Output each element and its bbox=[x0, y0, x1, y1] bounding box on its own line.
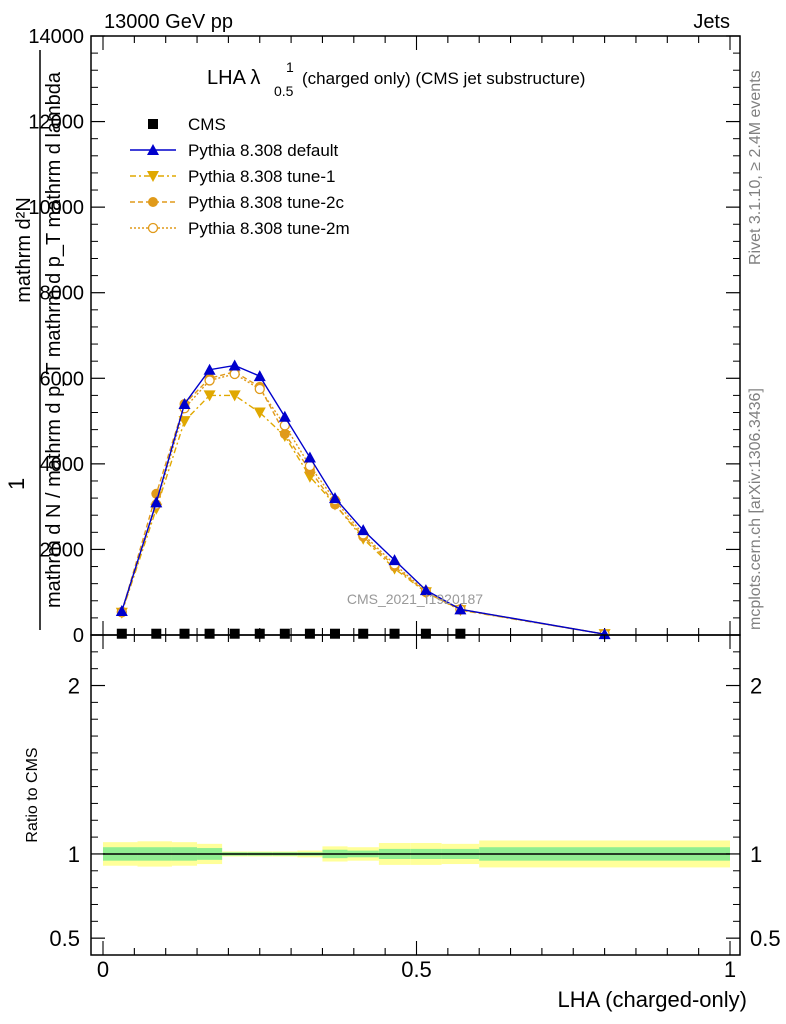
legend-marker bbox=[148, 197, 158, 207]
data-point-pythia-8-308-default bbox=[278, 410, 291, 422]
legend-entry-pythia-8-308-tune-2c: Pythia 8.308 tune-2c bbox=[130, 193, 344, 212]
data-point-pythia-8-308-default bbox=[598, 628, 611, 640]
main-ytick-label: 6000 bbox=[40, 368, 85, 390]
ratio-ytick-label: 1 bbox=[68, 842, 80, 867]
title-rest: (charged only) (CMS jet substructure) bbox=[302, 69, 585, 88]
ratio-ylabel: Ratio to CMS bbox=[24, 747, 41, 842]
ylabel-left-factor: 1 bbox=[4, 478, 29, 490]
main-ytick-label: 12000 bbox=[28, 112, 84, 134]
data-point-pythia-8-308-tune-1 bbox=[203, 390, 216, 402]
data-point-pythia-8-308-default bbox=[454, 603, 467, 615]
data-point-cms bbox=[151, 628, 162, 639]
data-point-cms bbox=[229, 628, 240, 639]
data-point-pythia-8-308-tune-2m bbox=[254, 383, 265, 395]
data-point-cms bbox=[179, 628, 190, 639]
legend-entry-pythia-8-308-tune-2m: Pythia 8.308 tune-2m bbox=[130, 219, 350, 238]
legend-marker bbox=[147, 171, 159, 182]
data-point-pythia-8-308-default bbox=[228, 359, 241, 371]
data-point-pythia-8-308-tune-2c bbox=[279, 428, 290, 439]
main-ylabel: mathrm d²N mathrm d N / mathrm d p_T mat… bbox=[13, 50, 65, 630]
ratio-ytick-label: 2 bbox=[68, 674, 80, 699]
data-point-cms bbox=[304, 628, 315, 639]
data-point-pythia-8-308-default bbox=[357, 524, 370, 536]
ratio-panel-frame bbox=[90, 634, 741, 956]
ratio-axes: 0.5 0.5 1 1 2 2 0 0.5 1 bbox=[49, 635, 781, 982]
legend-label: Pythia 8.308 tune-1 bbox=[188, 167, 335, 186]
data-point-cms bbox=[455, 628, 466, 639]
data-point-cms bbox=[279, 628, 290, 639]
main-ytick-label: 14000 bbox=[28, 26, 84, 48]
legend-entry-pythia-8-308-tune-1: Pythia 8.308 tune-1 bbox=[130, 167, 335, 186]
main-ytick-label: 10000 bbox=[28, 197, 84, 219]
data-point-cms bbox=[420, 628, 431, 639]
title-sub: 0.5 bbox=[274, 83, 294, 99]
ratio-xtick-label: 0 bbox=[97, 957, 109, 982]
main-ytick-label: 8000 bbox=[40, 283, 85, 305]
legend-label: Pythia 8.308 tune-2c bbox=[188, 193, 344, 212]
series-pythia-8-308-default bbox=[115, 359, 611, 640]
data-point-cms bbox=[389, 628, 400, 639]
main-ytick-label: 2000 bbox=[40, 539, 85, 561]
legend-label: Pythia 8.308 tune-2m bbox=[188, 219, 350, 238]
ratio-bands bbox=[103, 840, 730, 868]
header-right: Jets bbox=[693, 11, 730, 33]
chart-title: LHA λ 1 0.5 (charged only) (CMS jet subs… bbox=[207, 59, 585, 99]
data-point-pythia-8-308-default bbox=[419, 584, 432, 596]
ratio-ytick-label-right: 1 bbox=[750, 842, 762, 867]
data-point-pythia-8-308-default bbox=[303, 451, 316, 463]
series-line-pythia-8-308-default bbox=[121, 364, 605, 635]
data-point-pythia-8-308-default bbox=[328, 492, 341, 504]
ratio-xtick-label: 1 bbox=[724, 957, 736, 982]
legend-entry-pythia-8-308-default: Pythia 8.308 default bbox=[130, 141, 339, 160]
header-left: 13000 GeV pp bbox=[104, 11, 233, 33]
ratio-ytick-label-right: 2 bbox=[750, 674, 762, 699]
data-point-pythia-8-308-tune-1 bbox=[228, 390, 241, 402]
data-point-cms bbox=[116, 628, 127, 639]
main-axes: 0 2000 4000 6000 8000 10000 12000 14000 bbox=[28, 26, 740, 647]
data-point-pythia-8-308-default bbox=[388, 554, 401, 566]
data-point-pythia-8-308-default bbox=[253, 370, 266, 382]
series-cms bbox=[116, 628, 466, 639]
ratio-xtick-label: 0.5 bbox=[401, 957, 432, 982]
legend-entry-cms: CMS bbox=[148, 115, 226, 134]
data-point-pythia-8-308-default bbox=[150, 496, 163, 508]
data-point-pythia-8-308-tune-1 bbox=[253, 407, 266, 419]
legend-marker bbox=[148, 119, 158, 129]
rivet-label: Rivet 3.1.10, ≥ 2.4M events bbox=[747, 70, 764, 265]
main-ytick-label: 4000 bbox=[40, 454, 85, 476]
data-point-pythia-8-308-tune-1 bbox=[178, 416, 191, 428]
main-series bbox=[115, 359, 611, 641]
title-main: LHA λ bbox=[207, 67, 260, 89]
data-point-pythia-8-308-default bbox=[203, 363, 216, 375]
data-point-pythia-8-308-default bbox=[115, 605, 128, 617]
ylabel-denominator: mathrm d N / mathrm d p_T mathrm d p_T m… bbox=[43, 71, 65, 608]
ratio-xlabel: LHA (charged-only) bbox=[557, 987, 747, 1012]
data-point-cms bbox=[204, 628, 215, 639]
watermark: CMS_2021_I1920187 bbox=[347, 591, 483, 607]
legend-label: CMS bbox=[188, 115, 226, 134]
data-point-pythia-8-308-tune-2m bbox=[229, 368, 240, 380]
legend-label: Pythia 8.308 default bbox=[188, 141, 339, 160]
data-point-pythia-8-308-tune-2m bbox=[204, 375, 215, 386]
legend-marker bbox=[147, 144, 159, 155]
main-ytick-label: 0 bbox=[73, 625, 84, 647]
mcplots-label: mcplots.cern.ch [arXiv:1306.3436] bbox=[747, 388, 764, 630]
ratio-ytick-label-right: 0.5 bbox=[750, 926, 781, 951]
data-point-cms bbox=[329, 628, 340, 639]
legend-marker bbox=[147, 222, 159, 234]
ratio-ytick-label: 0.5 bbox=[49, 926, 80, 951]
data-point-cms bbox=[358, 628, 369, 639]
data-point-cms bbox=[254, 628, 265, 639]
data-point-pythia-8-308-default bbox=[178, 397, 191, 409]
title-sup: 1 bbox=[286, 59, 294, 75]
legend: CMS Pythia 8.308 default Pythia 8.308 tune… bbox=[130, 115, 350, 238]
ylabel-numerator: mathrm d²N bbox=[13, 197, 35, 303]
